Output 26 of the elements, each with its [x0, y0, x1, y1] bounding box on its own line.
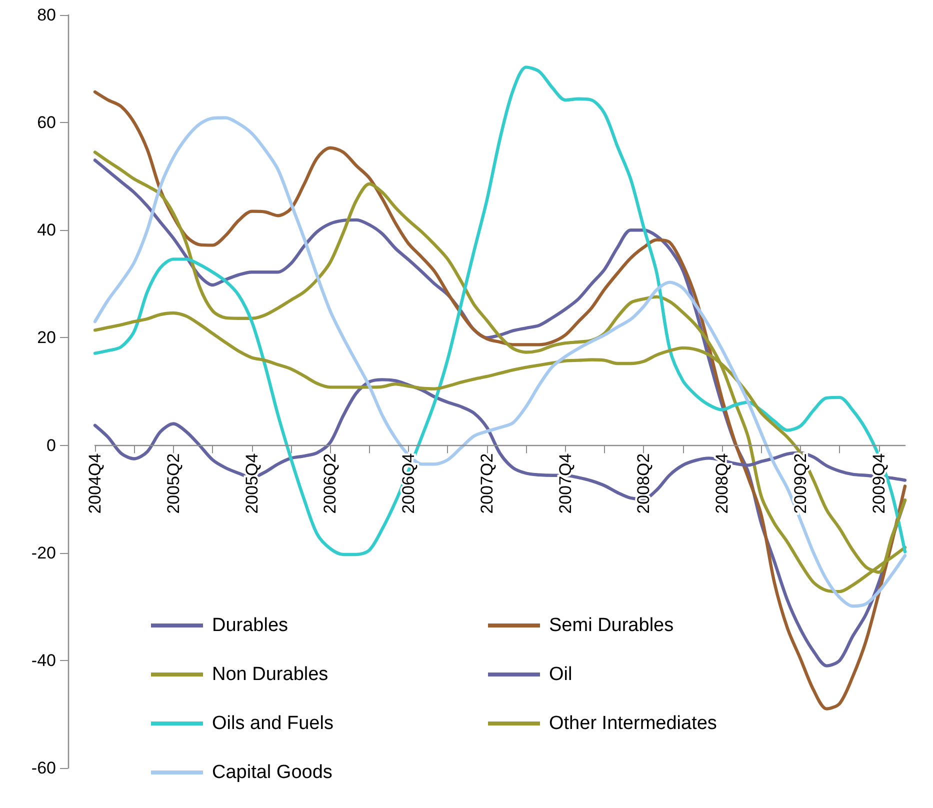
- x-tick-label: 2007Q2: [477, 453, 496, 514]
- y-tick-label: 40: [37, 220, 56, 240]
- legend-label: Durables: [212, 615, 288, 636]
- x-tick-label: 2006Q4: [399, 453, 418, 514]
- y-tick-label: 0: [46, 436, 56, 455]
- y-tick-label: 20: [37, 328, 56, 348]
- y-tick-label: -40: [31, 650, 56, 670]
- x-tick-label: 2008Q4: [712, 453, 732, 514]
- legend-label: Oils and Fuels: [212, 713, 334, 734]
- x-tick-label: 2008Q2: [634, 453, 654, 514]
- legend-label: Capital Goods: [212, 762, 332, 783]
- x-tick-label: 2005Q2: [164, 453, 183, 514]
- legend-label: Non Durables: [212, 664, 328, 685]
- x-tick-label: 2009Q4: [869, 453, 888, 514]
- y-tick-label: 80: [37, 6, 56, 24]
- x-tick-label: 2005Q4: [242, 453, 262, 514]
- legend-label: Semi Durables: [549, 615, 674, 636]
- x-tick-label: 2004Q4: [86, 453, 104, 514]
- x-tick-label: 2006Q2: [320, 453, 340, 514]
- legend-label: Other Intermediates: [549, 713, 717, 734]
- y-tick-label: -20: [31, 543, 56, 562]
- x-tick-label: 2007Q4: [556, 453, 575, 514]
- y-tick-label: -60: [31, 758, 56, 778]
- x-tick-label: 2009Q2: [790, 453, 810, 514]
- legend-label: Oil: [549, 664, 572, 685]
- y-tick-label: 60: [37, 113, 56, 132]
